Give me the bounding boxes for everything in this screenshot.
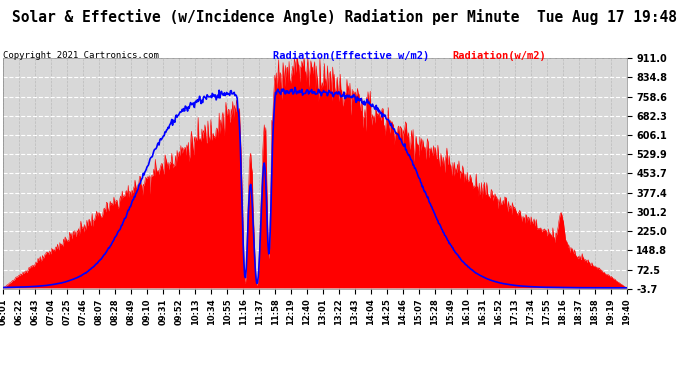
Text: Radiation(w/m2): Radiation(w/m2) [452,51,546,61]
Text: Radiation(Effective w/m2): Radiation(Effective w/m2) [273,51,428,61]
Text: Copyright 2021 Cartronics.com: Copyright 2021 Cartronics.com [3,51,159,60]
Text: Solar & Effective (w/Incidence Angle) Radiation per Minute  Tue Aug 17 19:48: Solar & Effective (w/Incidence Angle) Ra… [12,9,678,26]
